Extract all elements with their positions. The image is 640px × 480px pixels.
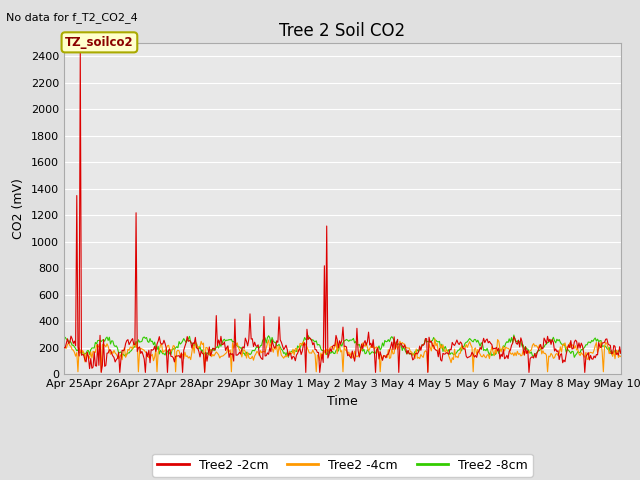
Text: No data for f_T2_CO2_4: No data for f_T2_CO2_4 (6, 12, 138, 23)
Legend: Tree2 -2cm, Tree2 -4cm, Tree2 -8cm: Tree2 -2cm, Tree2 -4cm, Tree2 -8cm (152, 454, 532, 477)
X-axis label: Time: Time (327, 395, 358, 408)
Y-axis label: CO2 (mV): CO2 (mV) (12, 179, 26, 239)
Text: TZ_soilco2: TZ_soilco2 (65, 36, 134, 49)
Title: Tree 2 Soil CO2: Tree 2 Soil CO2 (279, 22, 406, 40)
